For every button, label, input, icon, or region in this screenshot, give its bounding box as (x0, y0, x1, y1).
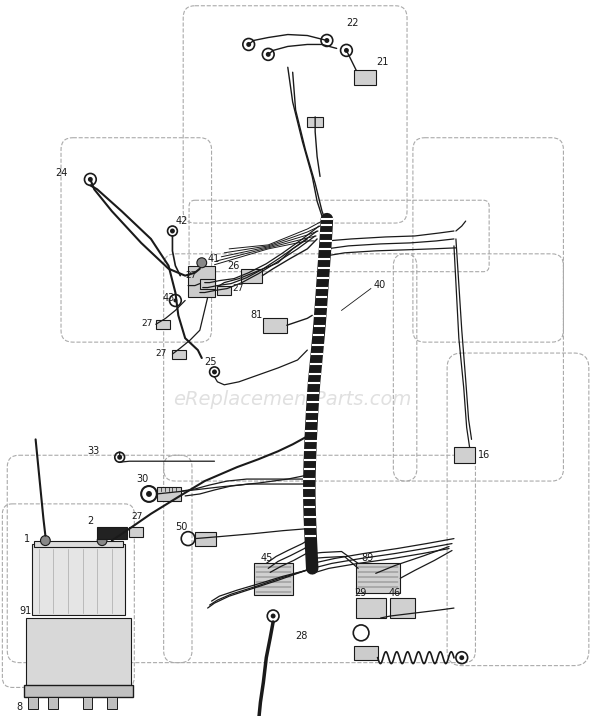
Bar (157, 487, 181, 501)
Bar (156, 320, 169, 329)
Circle shape (97, 536, 107, 546)
Bar (107, 697, 117, 709)
Text: 81: 81 (251, 311, 263, 321)
Bar (26, 618, 132, 687)
Bar (241, 269, 263, 283)
Bar (200, 279, 215, 288)
Bar (307, 117, 323, 127)
Bar (34, 541, 123, 546)
Bar (354, 646, 378, 659)
Text: 43: 43 (163, 293, 175, 303)
Circle shape (344, 48, 349, 53)
Circle shape (173, 298, 178, 303)
Bar (28, 697, 38, 709)
Bar (217, 285, 231, 295)
Text: 27: 27 (132, 512, 143, 521)
Circle shape (212, 370, 217, 375)
Text: 27: 27 (185, 271, 196, 280)
Circle shape (170, 229, 175, 234)
Text: 24: 24 (55, 168, 67, 178)
Bar (48, 697, 58, 709)
Circle shape (266, 52, 271, 57)
Circle shape (246, 42, 251, 47)
Text: 1: 1 (24, 533, 30, 544)
Text: 8: 8 (16, 702, 22, 713)
Text: 46: 46 (388, 588, 401, 598)
Circle shape (117, 454, 122, 459)
Text: 2: 2 (87, 516, 94, 526)
Text: 29: 29 (354, 588, 366, 598)
Text: 30: 30 (136, 474, 149, 484)
Text: 22: 22 (346, 18, 359, 27)
Bar (195, 531, 217, 546)
Text: 33: 33 (87, 446, 100, 457)
Text: 91: 91 (19, 606, 31, 616)
Text: 27: 27 (232, 284, 244, 293)
Circle shape (324, 38, 329, 43)
Bar (356, 564, 400, 593)
Text: 25: 25 (205, 357, 217, 367)
Text: 41: 41 (208, 254, 220, 264)
Bar (254, 564, 293, 595)
Circle shape (146, 491, 152, 497)
Text: eReplacementParts.com: eReplacementParts.com (173, 390, 412, 409)
Bar (97, 527, 126, 539)
Bar (263, 319, 287, 333)
Bar (354, 70, 376, 85)
Text: 42: 42 (175, 216, 188, 226)
Text: 27: 27 (141, 319, 153, 328)
Bar (188, 266, 215, 298)
Bar (391, 598, 415, 618)
Text: 26: 26 (227, 261, 240, 271)
Text: 16: 16 (478, 450, 491, 460)
Bar (32, 544, 124, 615)
Text: 89: 89 (361, 554, 373, 564)
Circle shape (197, 258, 206, 267)
Circle shape (41, 536, 50, 546)
Circle shape (460, 655, 464, 660)
Circle shape (271, 613, 276, 618)
Text: 50: 50 (175, 522, 188, 531)
Text: 28: 28 (296, 631, 308, 641)
Text: 21: 21 (376, 58, 388, 68)
Bar (129, 527, 143, 536)
Bar (356, 598, 385, 618)
Text: 40: 40 (374, 280, 386, 290)
Bar (83, 697, 92, 709)
Circle shape (88, 177, 93, 182)
Text: 27: 27 (156, 349, 167, 357)
Bar (454, 447, 476, 463)
Bar (24, 685, 133, 697)
Text: 45: 45 (260, 554, 273, 564)
Bar (172, 350, 186, 359)
